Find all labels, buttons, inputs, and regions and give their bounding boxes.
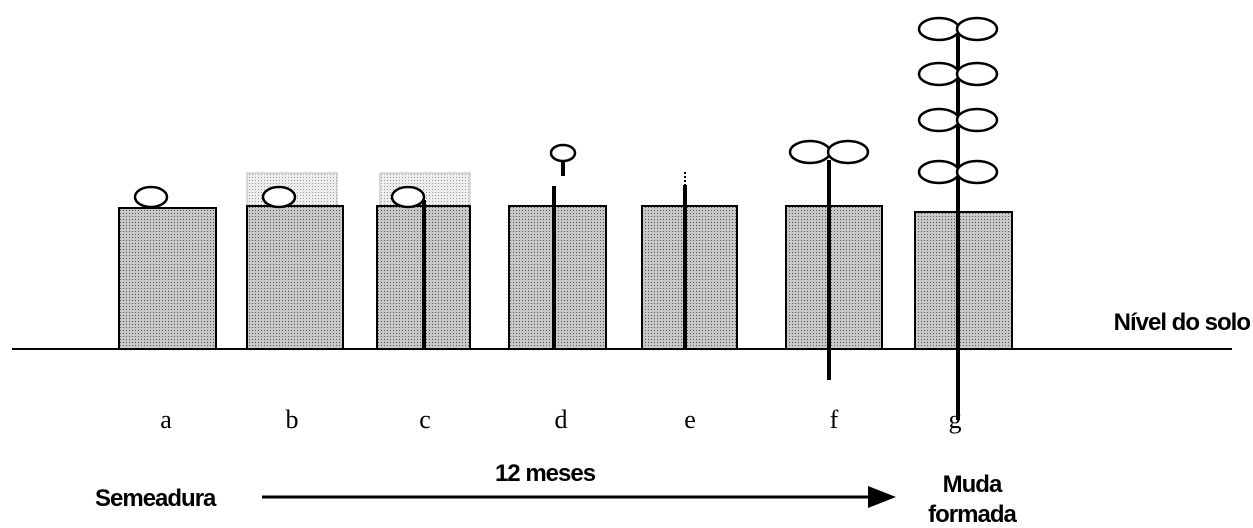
labels: Nível do solo 12 meses Semeadura Muda fo… — [95, 309, 1251, 528]
illustration — [12, 16, 1232, 508]
ground-label: Nível do solo — [1114, 309, 1251, 336]
start-label: Semeadura — [95, 485, 217, 512]
stage-label: b — [286, 405, 299, 434]
stage-label: c — [419, 405, 431, 434]
end-label: Muda — [943, 471, 1003, 498]
stage-label: e — [684, 405, 696, 434]
stage-label: f — [830, 405, 839, 434]
end-label: formada — [928, 501, 1017, 528]
duration-label: 12 meses — [495, 460, 596, 487]
stage-label: d — [555, 405, 568, 434]
stage-label: g — [949, 405, 962, 434]
stage-label: a — [160, 405, 172, 434]
